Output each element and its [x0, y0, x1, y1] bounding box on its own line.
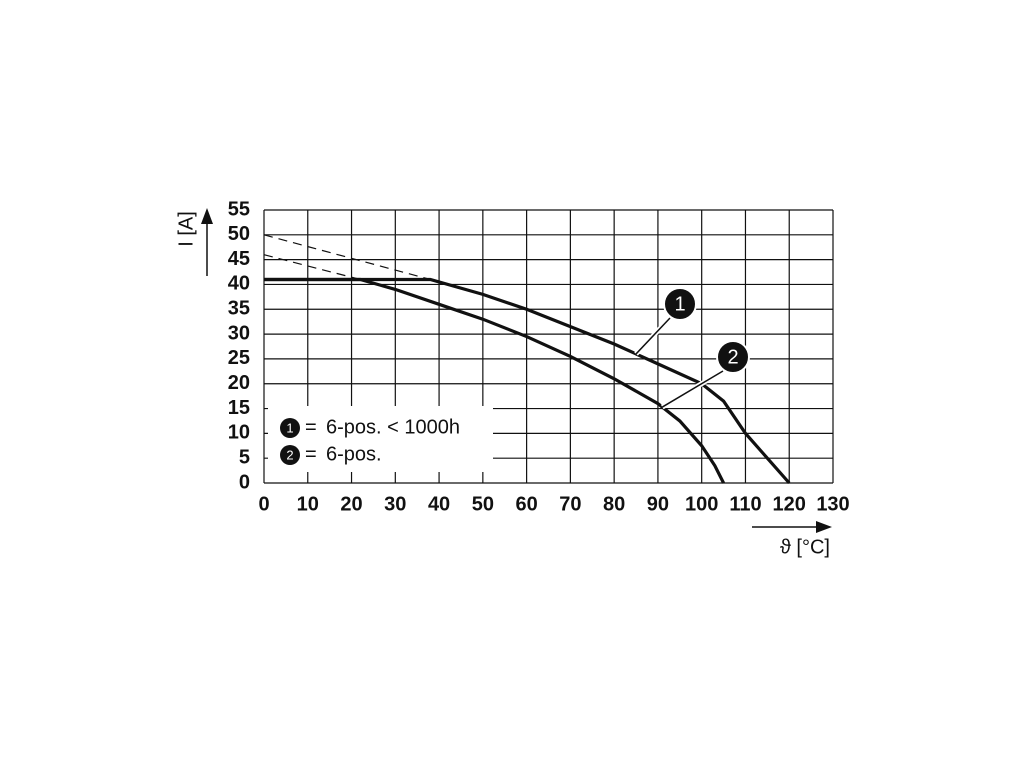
x-tick-label: 130: [816, 493, 849, 515]
x-axis-arrowhead: [816, 521, 832, 533]
y-tick-label: 55: [228, 198, 250, 220]
legend-marker-label: 1: [286, 420, 293, 435]
x-tick-label: 10: [297, 493, 319, 515]
x-tick-label: 0: [258, 493, 269, 515]
callout-leader: [661, 370, 724, 408]
extrapolated-curve: [263, 254, 361, 281]
y-tick-label: 30: [228, 322, 250, 344]
x-tick-label: 120: [773, 493, 806, 515]
extrapolated-curve: [263, 234, 431, 281]
x-tick-label: 100: [685, 493, 718, 515]
legend-label: 6-pos.: [326, 443, 382, 465]
x-axis-label: ϑ [°C]: [780, 536, 830, 558]
x-tick-label: 30: [384, 493, 406, 515]
legend-separator: =: [305, 443, 317, 465]
legend-box: [268, 406, 493, 472]
legend-marker: [280, 418, 300, 438]
callout-label: 2: [727, 346, 738, 368]
x-tick-label: 50: [472, 493, 494, 515]
x-tick-label: 40: [428, 493, 450, 515]
y-tick-label: 35: [228, 298, 250, 320]
y-tick-label: 50: [228, 223, 250, 245]
y-tick-label: 25: [228, 347, 250, 369]
y-tick-label: 20: [228, 372, 250, 394]
y-tick-label: 5: [239, 446, 250, 468]
y-tick-label: 45: [228, 248, 250, 270]
x-tick-label: 90: [647, 493, 669, 515]
y-axis-arrowhead: [201, 208, 213, 224]
y-tick-label: 0: [239, 471, 250, 493]
legend-label: 6-pos. < 1000h: [326, 416, 460, 438]
x-tick-label: 60: [515, 493, 537, 515]
callout-marker: [716, 340, 750, 374]
derating-curve: [264, 277, 726, 484]
y-tick-label: 15: [228, 397, 250, 419]
y-tick-label: 10: [228, 422, 250, 444]
legend-separator: =: [305, 416, 317, 438]
callout-marker: [663, 287, 697, 321]
x-tick-label: 20: [340, 493, 362, 515]
callout-leader: [635, 317, 671, 355]
x-tick-label: 70: [559, 493, 581, 515]
y-axis-label: I [A]: [175, 211, 197, 247]
x-tick-label: 80: [603, 493, 625, 515]
legend-marker: [280, 445, 300, 465]
y-tick-label: 40: [228, 273, 250, 295]
callout-label: 1: [674, 293, 685, 315]
legend-marker-label: 2: [286, 447, 293, 462]
x-tick-label: 110: [729, 493, 761, 515]
